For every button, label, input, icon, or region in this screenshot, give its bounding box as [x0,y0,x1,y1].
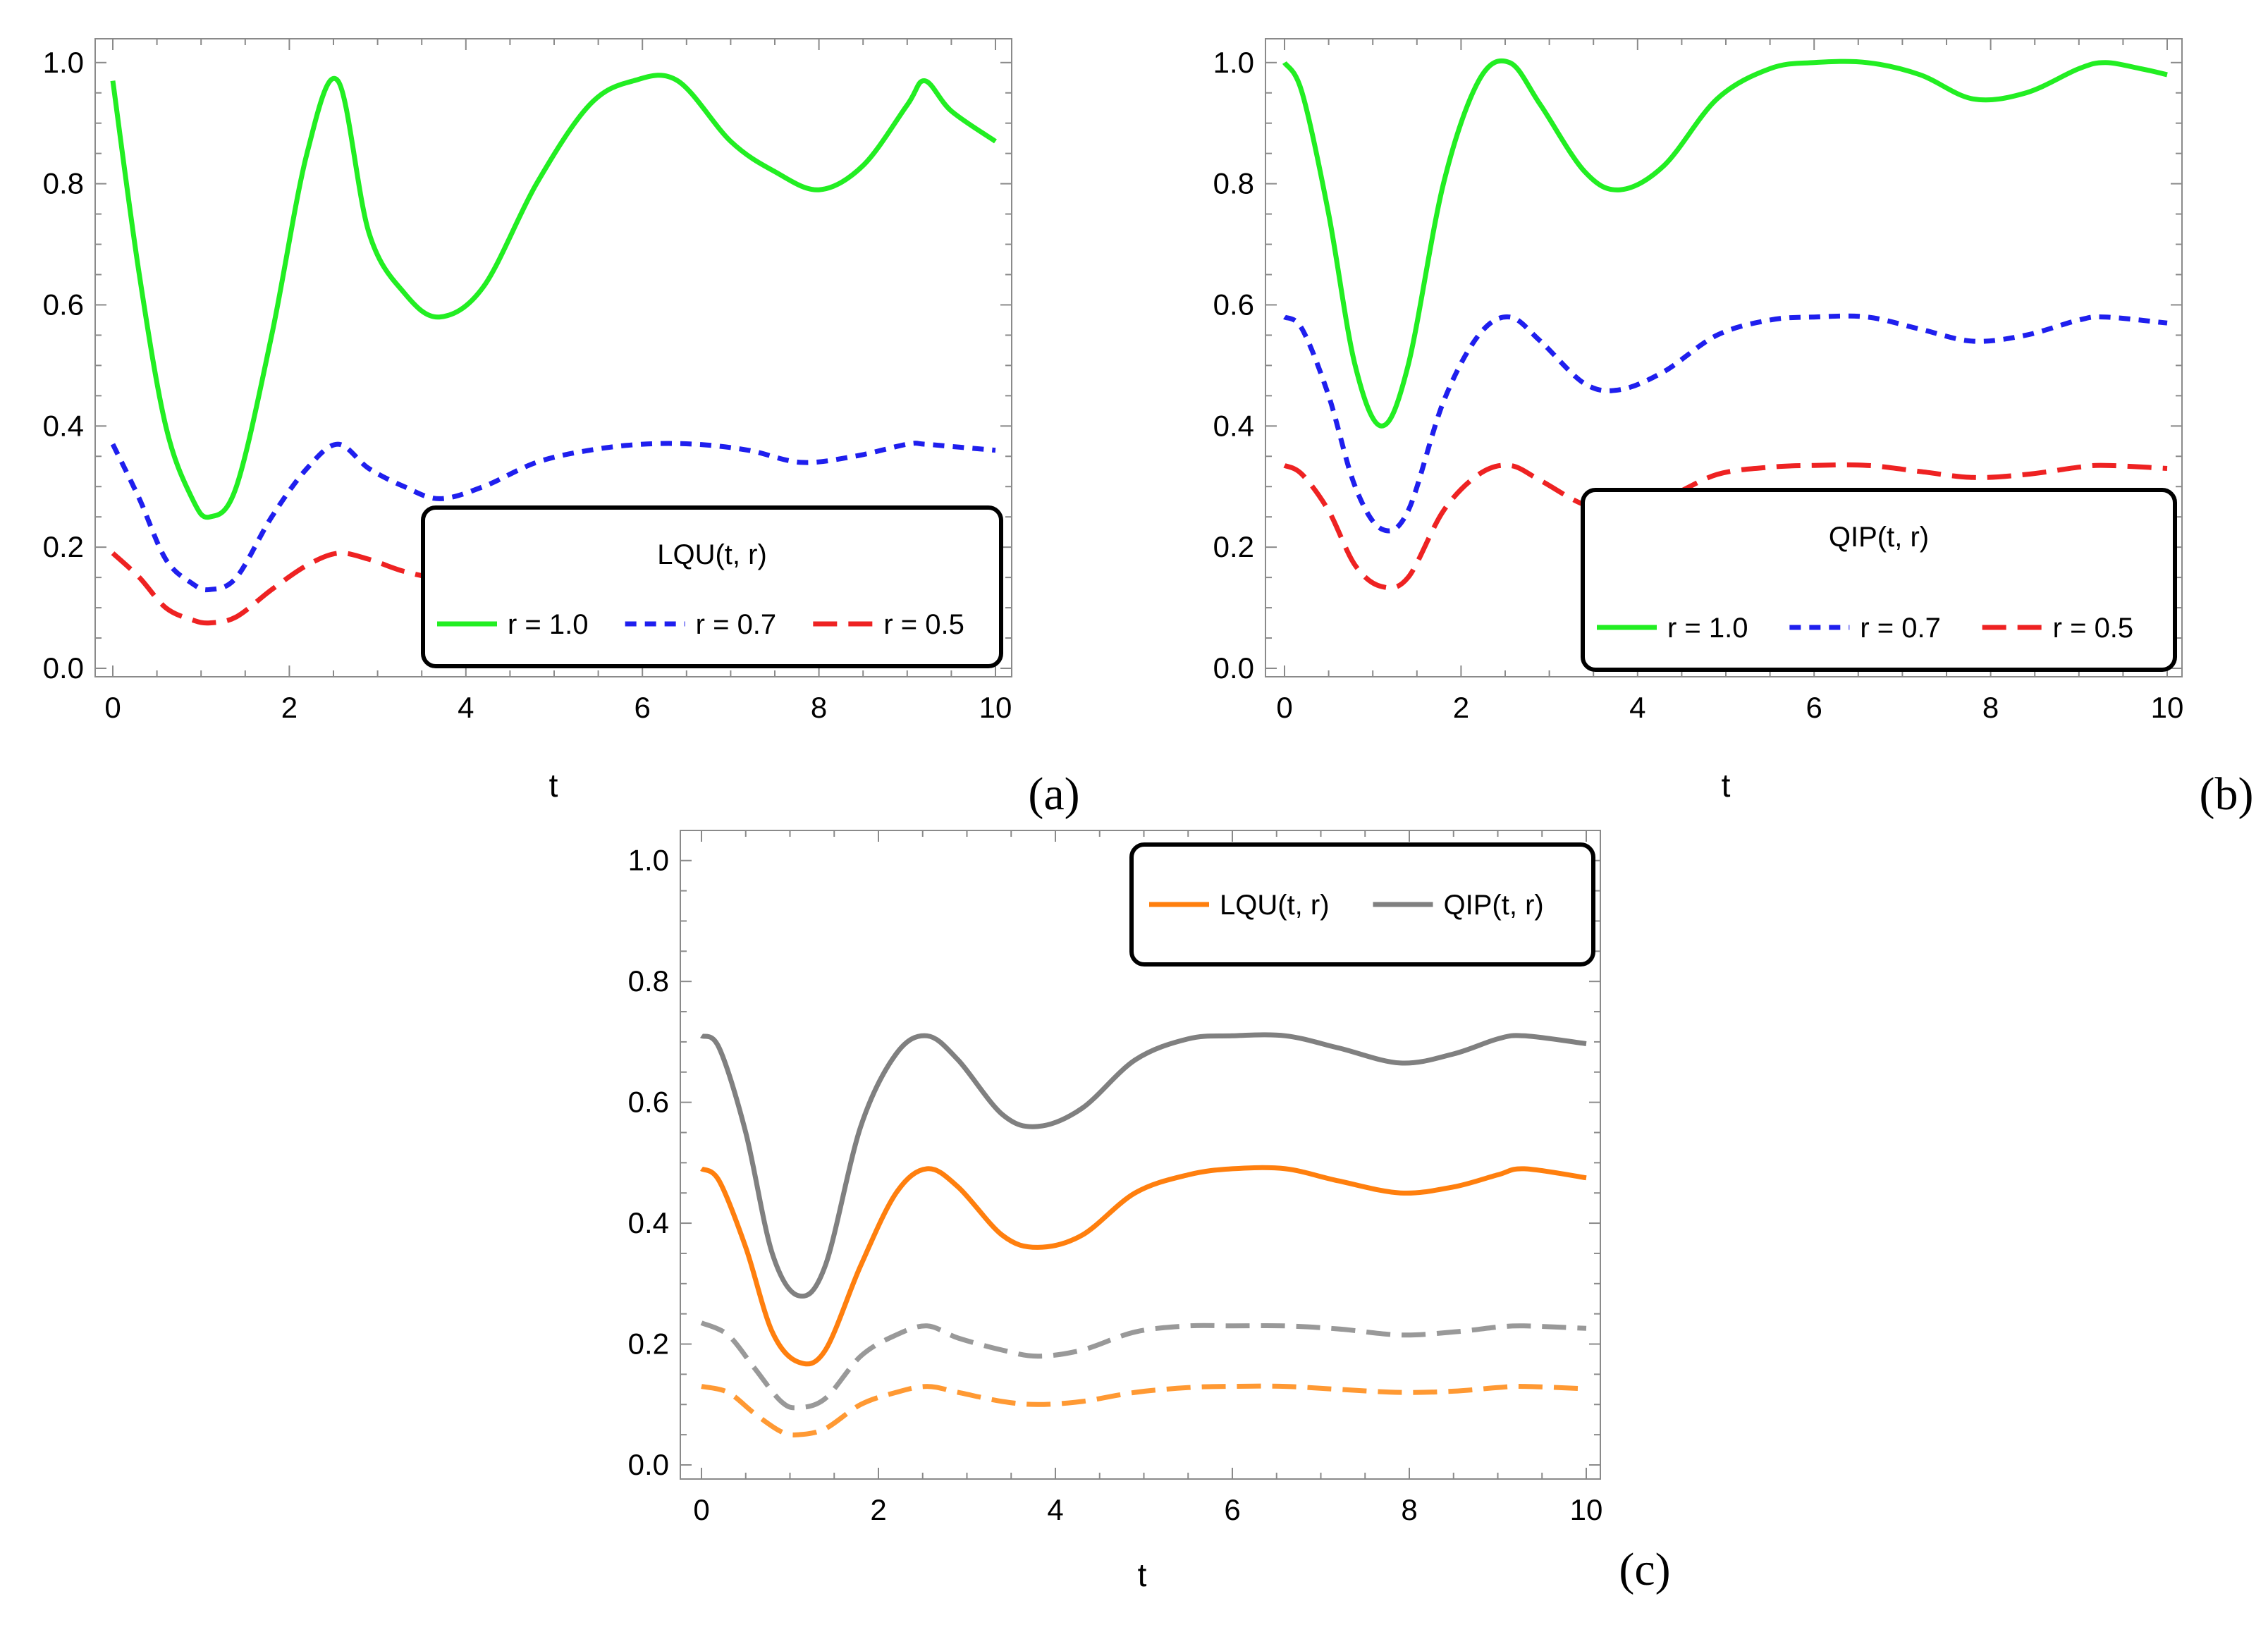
y-tick-label: 0.0 [628,1448,669,1481]
legend-title: LQU(t, r) [657,539,767,570]
axis-ticks [95,39,1012,677]
x-tick-label: 2 [870,1493,886,1526]
x-tick-label: 10 [2151,691,2184,724]
legend-label: LQU(t, r) [1220,890,1330,921]
series-line-qip-t-r- [700,1032,1587,1299]
legend-title: QIP(t, r) [1829,522,1929,553]
series-group [700,1032,1587,1437]
y-tick-label: 0.4 [628,1206,669,1239]
series-line-r-0-7 [110,441,996,593]
legend-box [1581,488,2177,672]
legend-box [1129,842,1595,967]
y-tick-label: 1.0 [43,46,84,79]
legend-label: r = 0.5 [2053,613,2134,644]
x-tick-label: 8 [1401,1493,1417,1526]
series-line-qip-t-r-dashed [700,1320,1587,1411]
x-axis-label: t [1138,1557,1147,1593]
series-line-lqu-t-r- [700,1165,1587,1367]
y-tick-label: 0.8 [1213,167,1254,200]
y-tick-label: 0.2 [628,1327,669,1361]
x-tick-label: 10 [1570,1493,1603,1526]
x-tick-label: 2 [1453,691,1469,724]
y-tick-label: 0.0 [1213,651,1254,685]
legend: LQU(t, r) QIP(t, r) [1129,842,1595,967]
legend-label: r = 1.0 [508,609,589,640]
y-tick-label: 0.8 [43,167,84,200]
x-tick-label: 0 [693,1493,709,1526]
plot-frame [680,830,1601,1480]
series-line-lqu-t-r-dashed [701,1383,1587,1437]
panel-c: 0 2 4 6 8 10 0.0 0.2 0.4 0.6 0.8 1.0 t (c) LQU(t, r) QI… [628,830,1671,1595]
x-tick-label: 2 [281,691,298,724]
x-tick-label: 10 [979,691,1012,724]
x-tick-label: 6 [635,691,651,724]
x-tick-label: 0 [104,691,121,724]
legend-label: r = 0.5 [883,609,964,640]
y-tick-label: 0.2 [43,530,84,563]
y-tick-label: 0.0 [43,651,84,685]
x-axis-label: t [1722,767,1731,804]
y-tick-label: 0.6 [43,288,84,321]
series-line-r-1-0 [110,73,997,520]
x-tick-label: 8 [811,691,827,724]
legend: QIP(t, r) r = 1.0 r = 0.7 r = 0.5 [1581,488,2177,672]
y-tick-label: 0.4 [1213,409,1254,442]
legend-label: r = 0.7 [1860,613,1941,644]
x-tick-label: 6 [1806,691,1822,724]
panel-label: (b) [2200,768,2254,820]
x-axis-label: t [549,767,558,804]
y-tick-label: 0.6 [1213,288,1254,321]
legend-label: r = 0.7 [696,609,777,640]
panel-a: 0 2 4 6 8 10 0.0 0.2 0.4 0.6 0.8 1.0 t (a) LQU(t, r) r … [43,38,1080,820]
legend-label: r = 1.0 [1667,613,1748,644]
x-tick-label: 6 [1224,1493,1240,1526]
x-tick-label: 4 [458,691,474,724]
x-tick-label: 4 [1047,1493,1063,1526]
plot-frame [1265,38,2183,677]
x-tick-label: 8 [1982,691,1999,724]
panel-label: (a) [1028,768,1079,820]
y-tick-label: 0.4 [43,409,84,442]
x-tick-label: 4 [1629,691,1645,724]
panel-label: (c) [1619,1544,1670,1595]
y-tick-label: 0.6 [628,1086,669,1119]
legend-label: QIP(t, r) [1444,890,1544,921]
y-tick-label: 0.2 [1213,530,1254,563]
axis-ticks [680,830,1600,1479]
series-line-r-1-0 [1282,58,2168,429]
y-tick-label: 1.0 [1213,46,1254,79]
legend-box [421,505,1003,668]
legend: LQU(t, r) r = 1.0 r = 0.7 r = 0.5 [421,505,1003,668]
x-tick-label: 0 [1276,691,1292,724]
y-tick-label: 0.8 [628,964,669,998]
y-tick-label: 1.0 [628,844,669,877]
panel-b: 0 2 4 6 8 10 0.0 0.2 0.4 0.6 0.8 1.0 t (b) QIP(t, r) r … [1213,38,2254,820]
